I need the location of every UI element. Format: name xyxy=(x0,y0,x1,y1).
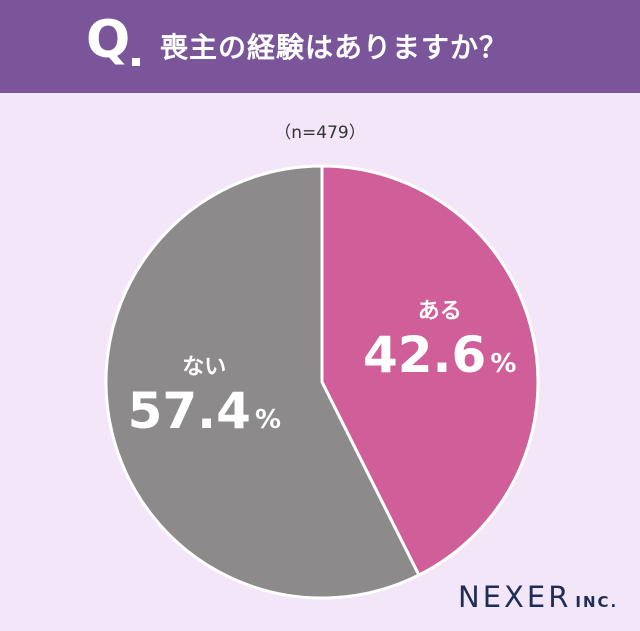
question-mark-dot xyxy=(132,58,140,66)
slice-value-label-2: 57.4% xyxy=(128,382,281,440)
slice-value-unit-1: % xyxy=(490,349,516,379)
question-mark-q: Q xyxy=(86,10,131,70)
pie-slice-1 xyxy=(320,164,540,577)
question-title: 喪主の経験はありますか？ xyxy=(160,31,509,64)
nexer-logo: NEXER INC. xyxy=(458,580,618,614)
slice-value-label-1: 42.6% xyxy=(363,326,516,384)
header-banner: Q 喪主の経験はありますか？ xyxy=(0,0,640,93)
logo-sub-text: INC. xyxy=(575,593,619,611)
logo-main-text: NEXER xyxy=(458,580,572,614)
slice-category-label-1: ある xyxy=(418,299,462,324)
slice-category-label-2: ない xyxy=(182,355,226,380)
pie-slice-2 xyxy=(104,164,421,600)
slice-value-unit-2: % xyxy=(255,405,281,435)
slice-value-number-1: 42.6 xyxy=(363,326,486,384)
slice-value-number-2: 57.4 xyxy=(128,382,251,440)
sample-size: （n=479） xyxy=(274,123,366,143)
